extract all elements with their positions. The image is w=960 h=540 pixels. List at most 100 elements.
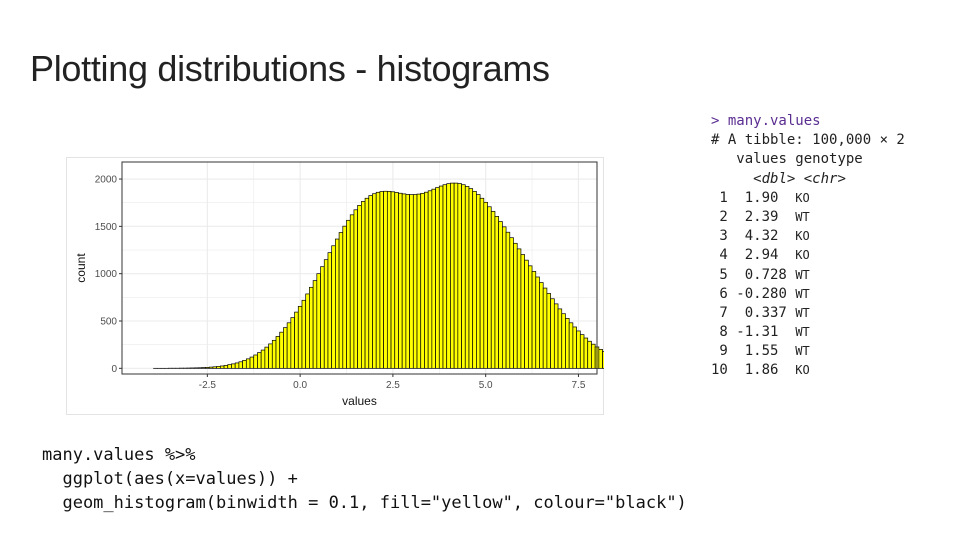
histogram-bar — [446, 183, 451, 369]
histogram-bar — [294, 311, 299, 369]
console-row-value: 2.94 — [744, 247, 779, 264]
code-line: geom_histogram(binwidth = 0.1, fill="yel… — [42, 493, 687, 513]
histogram-bar — [457, 183, 462, 369]
histogram-bar — [479, 197, 485, 369]
histogram-bar — [502, 226, 507, 369]
histogram-bar — [353, 209, 358, 369]
histogram-bar — [227, 364, 232, 369]
histogram-bar — [442, 184, 448, 369]
console-row-value: 4.32 — [744, 228, 779, 245]
plot-border — [121, 161, 598, 375]
histogram-svg: -2.5 0.0 2.5 5.0 7.5 0 500 1000 1500 2000 values co… — [74, 161, 604, 408]
console-row-index: 9 — [711, 343, 728, 360]
console-row: 4 2.94 KO — [711, 246, 905, 265]
console-row-genotype: KO — [795, 190, 810, 205]
y-tick-label: 1000 — [95, 269, 118, 280]
console-row-genotype: WT — [795, 325, 810, 340]
histogram-bar — [335, 238, 340, 369]
histogram-bar — [327, 252, 333, 369]
histogram-bar — [516, 248, 522, 369]
x-tick-label: 2.5 — [386, 380, 400, 391]
histogram-bar — [598, 349, 603, 369]
console-row-value: 1.90 — [744, 189, 779, 206]
histogram-bar — [238, 361, 243, 369]
histogram-bar — [468, 188, 474, 369]
console-row: 8 -1.31 WT — [711, 323, 905, 342]
histogram-bar — [290, 317, 295, 369]
histogram-bar — [253, 354, 258, 369]
x-axis-title: values — [342, 394, 377, 408]
histogram-bar — [561, 313, 566, 369]
histogram-bar — [364, 197, 370, 369]
histogram-bar — [405, 194, 410, 369]
histogram-bar — [201, 367, 206, 369]
y-tick-label: 2000 — [95, 175, 118, 186]
histogram-bar — [383, 190, 388, 369]
console-row-value: -0.280 — [736, 285, 787, 302]
histogram-bar — [546, 293, 551, 369]
x-tick-label: 5.0 — [479, 380, 493, 391]
histogram-bar — [338, 232, 344, 369]
histogram-bar — [498, 221, 503, 369]
x-tick-label: -2.5 — [199, 380, 217, 391]
code-block: many.values %>% ggplot(aes(x=values)) + … — [42, 443, 687, 515]
histogram-bar — [487, 206, 492, 369]
y-tick-label: 0 — [111, 364, 117, 375]
console-row-value: 1.86 — [744, 362, 779, 379]
histogram-bar — [483, 201, 488, 369]
histogram-bar — [416, 193, 422, 369]
histogram-bar — [513, 242, 518, 369]
histogram-bar — [368, 195, 373, 369]
x-tick-label: 7.5 — [571, 380, 585, 391]
histogram-bar — [431, 188, 436, 369]
histogram-bar — [557, 308, 563, 369]
histogram-bar — [572, 326, 577, 369]
console-row-genotype: KO — [795, 248, 810, 263]
histogram-bar — [331, 245, 336, 369]
console-row-value: 0.728 — [744, 266, 787, 283]
histogram-bar — [271, 339, 277, 369]
histogram-bar — [412, 194, 418, 369]
console-row-genotype: WT — [795, 267, 810, 282]
histogram-bar — [490, 211, 496, 369]
histogram-bar — [542, 287, 548, 369]
histogram-bar — [420, 192, 425, 369]
histogram-bar — [579, 334, 585, 369]
histogram-bar — [249, 356, 255, 369]
histogram-bar — [398, 192, 403, 369]
histogram-bar — [509, 237, 514, 369]
console-row: 10 1.86 KO — [711, 361, 905, 380]
y-tick-label: 1500 — [95, 222, 118, 233]
console-row-index: 1 — [711, 189, 728, 206]
console-row-index: 8 — [711, 324, 728, 341]
console-row-index: 4 — [711, 247, 728, 264]
histogram-bar — [301, 299, 307, 369]
histogram-bar — [316, 273, 321, 369]
histogram-bar — [524, 259, 529, 369]
console-row-genotype: KO — [795, 363, 810, 378]
histogram-bar — [494, 216, 500, 369]
y-tick-label: 500 — [100, 317, 117, 328]
histogram-bar — [212, 366, 217, 369]
console-row: 9 1.55 WT — [711, 342, 905, 361]
histogram-bar — [401, 193, 407, 369]
console-column-names: values genotype — [736, 151, 863, 168]
histogram-bar — [283, 327, 288, 369]
console-row-genotype: WT — [795, 305, 810, 320]
histogram-bar — [275, 336, 281, 369]
histogram-bar — [591, 343, 596, 369]
code-line: ggplot(aes(x=values)) + — [42, 469, 298, 489]
histogram-bar — [390, 191, 396, 369]
histogram-bar — [386, 190, 392, 369]
histogram-bar — [461, 184, 466, 369]
histogram-bar — [427, 190, 433, 369]
console-row: 3 4.32 KO — [711, 227, 905, 246]
histogram-bar — [346, 219, 351, 369]
histogram-bar — [535, 276, 540, 369]
console-column-header: values genotype — [711, 150, 905, 169]
console-row-value: -1.31 — [736, 324, 779, 341]
histogram-bar — [242, 360, 247, 369]
console-prompt-line: > many.values — [711, 113, 821, 129]
histogram-bar — [357, 204, 362, 369]
console-row-genotype: WT — [795, 209, 810, 224]
